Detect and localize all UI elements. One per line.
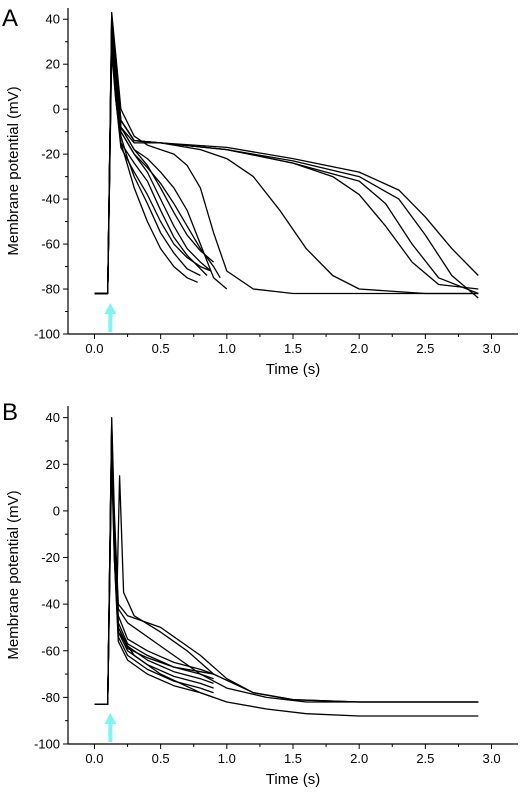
panel-a-traces xyxy=(94,11,479,299)
x-tick-label: 1.0 xyxy=(218,341,236,356)
y-tick-label: -20 xyxy=(41,550,60,565)
action-potential-trace xyxy=(94,417,479,706)
x-tick-label: 2.0 xyxy=(350,341,368,356)
action-potential-trace xyxy=(94,23,479,295)
panel-b: B -100 -80 -60 -40 -20 0 20 40 0.0 0.5 1.0 1.5 2.0 2.… xyxy=(2,399,518,788)
panel-a-label: A xyxy=(2,5,18,32)
panel-a-x-axis-title: Time (s) xyxy=(266,361,320,378)
action-potential-trace xyxy=(94,444,479,717)
x-tick-label: 2.5 xyxy=(416,341,434,356)
y-tick-label: -80 xyxy=(41,690,60,705)
x-tick-label: 0.0 xyxy=(85,341,103,356)
y-tick-label: -20 xyxy=(41,147,60,162)
x-tick-label: 3.0 xyxy=(482,341,500,356)
panel-a: A -100 -80 -60 -40 -20 0 20 40 0.0 0.5 1.0 1.5 2.0 2.… xyxy=(2,5,518,378)
action-potential-trace xyxy=(94,27,479,295)
x-tick-label: 2.5 xyxy=(416,751,434,766)
y-tick-label: 20 xyxy=(46,457,60,472)
panel-a-axes: -100 -80 -60 -40 -20 0 20 40 0.0 0.5 1.0 1.5 2.0 2.5 3… xyxy=(34,8,518,356)
y-tick-label: 40 xyxy=(46,12,60,27)
y-tick-label: -40 xyxy=(41,597,60,612)
x-tick-label: 1.5 xyxy=(284,751,302,766)
panel-b-y-axis-title: Membrane potential (mV) xyxy=(5,490,22,659)
y-tick-label: 20 xyxy=(46,57,60,72)
x-tick-label: 1.0 xyxy=(218,751,236,766)
y-tick-label: 0 xyxy=(53,102,60,117)
x-tick-label: 0.0 xyxy=(85,751,103,766)
panel-b-label: B xyxy=(2,399,18,426)
x-tick-label: 1.5 xyxy=(284,341,302,356)
stimulus-arrow-head xyxy=(104,303,117,314)
action-potential-trace xyxy=(94,11,479,295)
y-tick-label: -100 xyxy=(34,327,60,342)
panel-b-axes: -100 -80 -60 -40 -20 0 20 40 0.0 0.5 1.0 1.5 2.0 2.5 3… xyxy=(34,406,518,766)
x-tick-label: 0.5 xyxy=(152,751,170,766)
x-tick-label: 3.0 xyxy=(482,751,500,766)
y-tick-label: -100 xyxy=(34,737,60,752)
y-tick-label: -40 xyxy=(41,192,60,207)
panel-b-traces xyxy=(94,417,479,717)
panel-b-x-axis-title: Time (s) xyxy=(266,771,320,788)
x-tick-label: 2.0 xyxy=(350,751,368,766)
y-tick-label: -60 xyxy=(41,643,60,658)
x-tick-label: 0.5 xyxy=(152,341,170,356)
action-potential-trace xyxy=(94,18,479,295)
y-tick-label: -80 xyxy=(41,282,60,297)
stimulus-arrow-head xyxy=(104,713,117,724)
action-potential-trace xyxy=(94,14,479,295)
action-potential-trace xyxy=(94,435,479,706)
action-potential-trace xyxy=(94,32,479,299)
y-tick-label: 0 xyxy=(53,503,60,518)
panel-a-stimulus-arrow xyxy=(104,303,117,332)
y-tick-label: -60 xyxy=(41,237,60,252)
panel-a-y-axis-title: Membrane potential (mV) xyxy=(5,86,22,255)
y-tick-label: 40 xyxy=(46,410,60,425)
panel-b-stimulus-arrow xyxy=(104,713,117,742)
